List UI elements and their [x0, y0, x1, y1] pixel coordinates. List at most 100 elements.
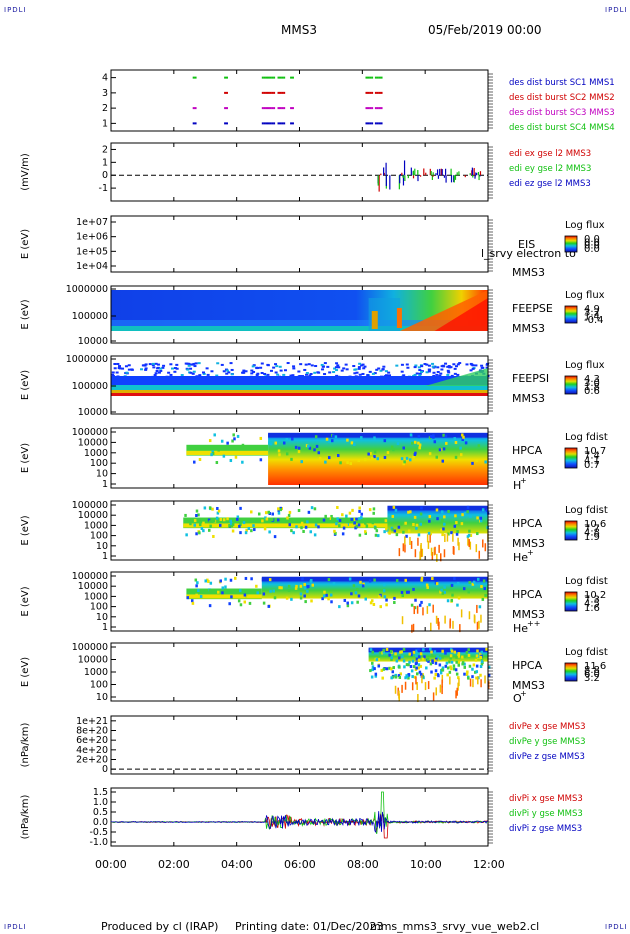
hpca-panel-8-data-mark	[439, 671, 443, 675]
hpca-panel-6-data-mark	[455, 532, 459, 536]
hpca-panel-7-data-mark	[224, 585, 227, 589]
hpca-panel-8-data-mark	[371, 650, 375, 654]
hpca-panel-8-data-mark	[449, 656, 452, 660]
hpca-panel-6-data-mark	[263, 527, 267, 531]
burst-panel-burst-mark	[376, 91, 379, 94]
hpca-panel-8-data-mark	[421, 675, 423, 684]
corner-label-top-left: IPDLI	[4, 6, 27, 14]
feepsi-panel-data-mark	[127, 364, 131, 367]
hpca-panel-6-data-mark	[443, 515, 446, 519]
hpca-panel-8-ytick-label: 1000	[84, 667, 108, 678]
hpca-panel-7-data-mark	[472, 580, 476, 584]
hpca-panel-6-data-mark	[264, 511, 268, 515]
hpca-panel-5-data-mark	[471, 461, 474, 465]
hpca-panel-7-colorbar	[564, 591, 578, 612]
burst-panel-burst-mark	[192, 76, 195, 79]
hpca-panel-7-data-mark	[356, 587, 359, 591]
hpca-panel-7-data-mark	[287, 584, 291, 588]
feepsi-panel-data-mark	[216, 362, 220, 365]
hpca-panel-6-data-mark	[247, 527, 251, 531]
feepsi-panel-data-mark	[304, 363, 308, 366]
hpca-panel-6-data-mark	[300, 521, 304, 525]
hpca-panel-5-data-mark	[213, 433, 216, 437]
hpca-panel-5-data-mark	[217, 448, 220, 452]
feepsi-panel-data-mark	[148, 363, 152, 366]
hpca-panel-6-data-mark	[484, 543, 487, 552]
hpca-panel-6-data-mark	[392, 505, 396, 509]
hpca-panel-7-data-mark	[361, 584, 365, 588]
hpca-panel-6-data-mark	[417, 537, 419, 546]
hpca-panel-6-data-mark	[208, 520, 212, 524]
feepse-panel-colorbar-tick-label: -0.4	[584, 315, 604, 326]
hpca-panel-8-data-mark	[458, 678, 460, 687]
burst-panel-burst-mark	[263, 107, 266, 110]
feepsi-panel-data-mark	[154, 362, 158, 365]
hpca-panel-6-data-mark	[440, 528, 443, 532]
feepsi-panel-data-mark	[309, 372, 313, 375]
hpca-panel-5-data-mark	[444, 434, 448, 438]
feepsi-panel-data-mark	[420, 371, 424, 374]
hpca-panel-7-data-mark	[411, 624, 413, 633]
hpca-panel-7-data-mark	[208, 588, 212, 592]
hpca-panel-6-data-mark	[314, 523, 318, 527]
hpca-panel-6-data-mark	[265, 517, 269, 521]
feepsi-panel-data-mark	[326, 365, 330, 368]
hpca-panel-6-data-mark	[466, 510, 469, 514]
hpca-panel-5-data-mark	[454, 441, 458, 445]
hpca-panel-5-data-mark	[315, 444, 319, 448]
hpca-panel-6-data-mark	[447, 532, 450, 536]
edi-panel-ytick-label: 0	[102, 170, 108, 181]
hpca-panel-6-data-mark	[244, 531, 248, 535]
hpca-panel-8-species-label: O	[513, 692, 522, 705]
hpca-panel-8-data-mark	[441, 679, 443, 688]
hpca-panel-8-data-mark	[448, 670, 452, 674]
burst-panel-burst-mark	[225, 76, 228, 79]
hpca-panel-6-data-mark	[310, 506, 314, 510]
hpca-panel-7-data-mark	[273, 596, 277, 600]
hpca-panel-7-spectrogram	[186, 594, 262, 599]
feepsi-panel-data-mark	[363, 365, 367, 368]
feepsi-panel-data-mark	[425, 371, 429, 374]
feepse-panel-spectrogram-dropout	[396, 308, 402, 328]
burst-panel-burst-mark	[378, 107, 381, 110]
burst-panel-burst-mark	[378, 91, 381, 94]
hpca-panel-5-data-mark	[300, 460, 303, 464]
hpca-panel-7-data-mark	[453, 577, 456, 581]
hpca-panel-8-ytick-label: 100000	[72, 642, 108, 653]
feepsi-panel-data-mark	[333, 367, 337, 370]
hpca-panel-6-data-mark	[197, 513, 200, 517]
hpca-panel-7-data-mark	[404, 578, 407, 582]
hpca-panel-8-data-mark	[388, 653, 391, 657]
hpca-panel-6-data-mark	[353, 521, 356, 525]
hpca-panel-6-data-mark	[341, 532, 345, 536]
hpca-panel-7-data-mark	[228, 602, 231, 606]
feepsi-panel-data-mark	[225, 369, 229, 372]
hpca-panel-7-data-mark	[457, 596, 461, 600]
hpca-panel-7-data-mark	[477, 577, 480, 581]
feepsi-panel-data-mark	[202, 372, 206, 375]
burst-panel-burst-mark	[277, 122, 280, 125]
hpca-panel-5-data-mark	[400, 457, 404, 461]
hpca-panel-5-data-mark	[445, 441, 448, 445]
feepsi-panel-data-mark	[198, 374, 202, 377]
feepsi-panel-data-mark	[180, 374, 184, 377]
hpca-panel-8-data-mark	[441, 655, 444, 659]
feepsi-panel-data-mark	[175, 363, 179, 366]
divpi-panel-ytick-label: -0.5	[89, 827, 108, 838]
burst-panel-ytick-label: 3	[102, 88, 108, 99]
hpca-panel-6-data-mark	[393, 529, 397, 533]
hpca-panel-6-data-mark	[455, 521, 458, 525]
feepsi-panel-data-mark	[266, 373, 270, 376]
hpca-panel-7-data-mark	[191, 599, 194, 603]
hpca-panel-8-data-mark	[385, 647, 389, 651]
feepsi-panel-data-mark	[447, 371, 451, 374]
eis-panel-colorbar-tick-label: 0.0	[584, 241, 600, 252]
hpca-panel-7-data-mark	[413, 606, 417, 610]
hpca-panel-7-data-mark	[346, 604, 350, 608]
hpca-panel-8-data-mark	[416, 672, 419, 676]
hpca-panel-7-data-mark	[290, 597, 293, 601]
feepsi-panel-data-mark	[283, 369, 287, 372]
hpca-panel-7-data-mark	[221, 591, 224, 595]
feepsi-panel-data-mark	[192, 362, 196, 365]
hpca-panel-5-colorbar-tick-label: 7.4	[584, 451, 600, 462]
